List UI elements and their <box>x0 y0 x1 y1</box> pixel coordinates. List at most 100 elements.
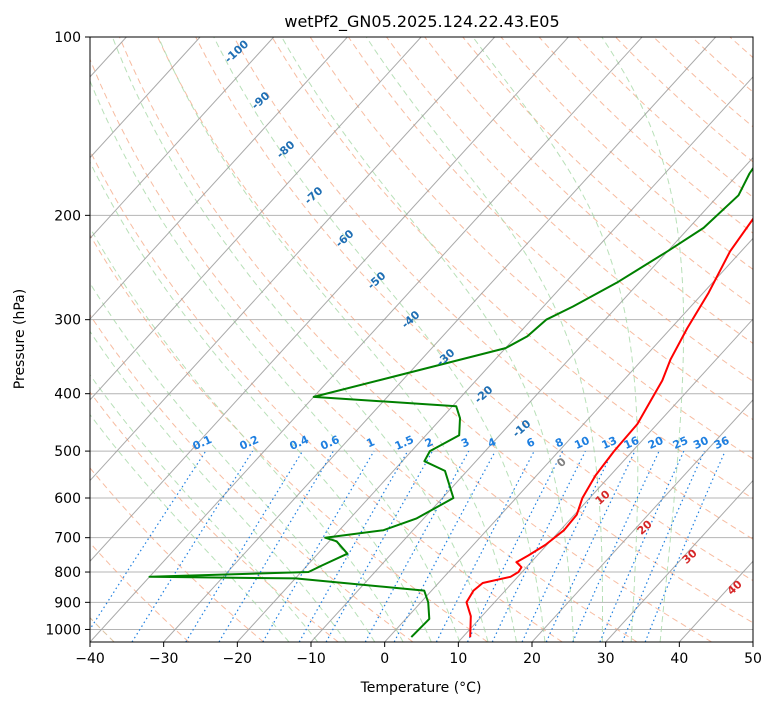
mixing-ratio-line <box>621 450 705 642</box>
dry-adiabat-line <box>90 391 339 642</box>
y-tick-label: 600 <box>54 491 81 507</box>
dry-adiabat-line <box>195 37 753 582</box>
mixing-ratio-label: 1 <box>364 435 376 450</box>
isotherm-line <box>310 156 753 642</box>
mixing-ratio-line <box>491 450 586 642</box>
x-tick-label: 0 <box>380 651 389 667</box>
moist-adiabat-line <box>90 282 376 642</box>
mixing-ratio-line <box>644 450 726 642</box>
isotherm-label: -70 <box>302 184 326 207</box>
isotherm-line <box>384 237 753 642</box>
dry-adiabat-line <box>576 37 753 198</box>
moist-adiabat-line <box>213 37 546 642</box>
moist-adiabat-line <box>90 161 432 642</box>
moist-adiabat-line <box>90 226 404 642</box>
y-tick-label: 400 <box>54 387 81 403</box>
moist-adiabat-line <box>281 37 575 642</box>
dewpoint-profile-line <box>148 166 753 638</box>
dry-adiabat-line <box>157 37 753 624</box>
moist-adiabat-line <box>90 79 461 642</box>
mixing-ratio-line <box>131 450 254 642</box>
mixing-ratio-label: 36 <box>712 434 732 452</box>
x-axis-ticks: −40 −30 −20 −10 0 10 20 30 40 50 <box>75 642 762 667</box>
chart-title: wetPf2_GN05.2025.124.22.43.E05 <box>284 12 559 32</box>
mixing-ratio-line <box>393 450 496 642</box>
y-axis-ticks: 100 200 300 400 500 600 700 800 900 1000 <box>45 30 90 638</box>
isotherm-label: 20 <box>635 517 655 537</box>
dry-adiabat-line <box>691 37 753 93</box>
isotherm-label: -80 <box>274 138 298 161</box>
dry-adiabat-line <box>424 37 753 344</box>
dry-adiabat-line <box>347 37 753 421</box>
mixing-ratio-label: 0.4 <box>288 433 311 453</box>
isotherm-label: 40 <box>725 577 745 597</box>
profiles <box>148 166 753 638</box>
dry-adiabat-line <box>90 149 563 642</box>
dry-adiabat-line <box>271 37 753 500</box>
dry-adiabat-line <box>309 37 753 460</box>
dry-adiabat-line <box>118 37 712 642</box>
dry-adiabat-line <box>729 37 753 59</box>
background-lines <box>90 37 775 642</box>
isotherm-line <box>752 641 753 642</box>
mixing-ratio-line <box>185 450 304 642</box>
moist-adiabat-line <box>601 37 685 642</box>
moist-adiabat-line <box>365 37 603 642</box>
y-tick-label: 200 <box>54 208 81 224</box>
isotherm-line <box>90 37 201 159</box>
y-tick-label: 500 <box>54 444 81 460</box>
plot-frame <box>89 36 754 643</box>
x-tick-label: −20 <box>223 651 253 667</box>
isotherm-line <box>163 37 717 642</box>
x-tick-label: 10 <box>449 651 467 667</box>
isotherm-line <box>531 399 753 642</box>
mixing-ratio-label: 10 <box>572 434 592 452</box>
x-tick-label: 20 <box>523 651 541 667</box>
mixing-ratio-label: 16 <box>622 434 642 452</box>
mixing-ratio-line <box>262 450 375 642</box>
dry-adiabat-line <box>538 37 753 234</box>
isotherm-line <box>457 318 753 642</box>
isotherm-label: -60 <box>333 227 357 250</box>
isotherm-line <box>90 37 275 240</box>
mixing-ratio-line <box>572 450 660 642</box>
isotherm-line <box>236 76 753 642</box>
dry-adiabat-line <box>90 58 638 642</box>
mixing-ratio-line <box>364 450 470 642</box>
dry-adiabat-line <box>90 234 488 642</box>
mixing-ratio-label: 6 <box>525 435 538 450</box>
mixing-ratio-line <box>218 450 334 642</box>
y-tick-label: 300 <box>54 313 81 329</box>
isotherm-line <box>90 37 422 401</box>
moist-adiabat-line <box>157 37 517 642</box>
dry-adiabat-line <box>768 37 775 642</box>
dry-adiabat-line <box>462 37 753 307</box>
y-tick-label: 900 <box>54 595 81 611</box>
dry-adiabat-line <box>90 542 190 642</box>
mixing-ratio-line <box>545 450 636 642</box>
moist-adiabat-line <box>90 374 319 642</box>
mixing-ratio-label: 3 <box>459 435 471 450</box>
mixing-ratio-line <box>521 450 614 642</box>
x-tick-label: −30 <box>149 651 179 667</box>
isotherm-line <box>90 37 569 562</box>
x-tick-label: 30 <box>597 651 615 667</box>
x-tick-label: −10 <box>296 651 326 667</box>
mixing-ratio-label: 20 <box>646 434 666 452</box>
moist-adiabat-line <box>90 330 347 642</box>
dry-adiabat-line <box>386 37 753 382</box>
mixing-ratio-label: 0.1 <box>191 433 214 453</box>
mixing-ratio-label: 25 <box>671 434 690 452</box>
x-tick-label: 50 <box>744 651 762 667</box>
mixing-ratio-line <box>90 450 207 631</box>
mixing-ratio-line <box>599 450 685 642</box>
isotherm-label: -90 <box>249 89 273 112</box>
temperature-profile-line <box>465 217 753 638</box>
isotherm-label: 10 <box>593 487 613 507</box>
isotherm-label: -50 <box>365 269 389 292</box>
dry-adiabat-line <box>653 37 753 128</box>
dry-adiabat-line <box>90 467 264 642</box>
isotherm-line <box>90 37 348 320</box>
isotherm-line <box>90 37 496 482</box>
